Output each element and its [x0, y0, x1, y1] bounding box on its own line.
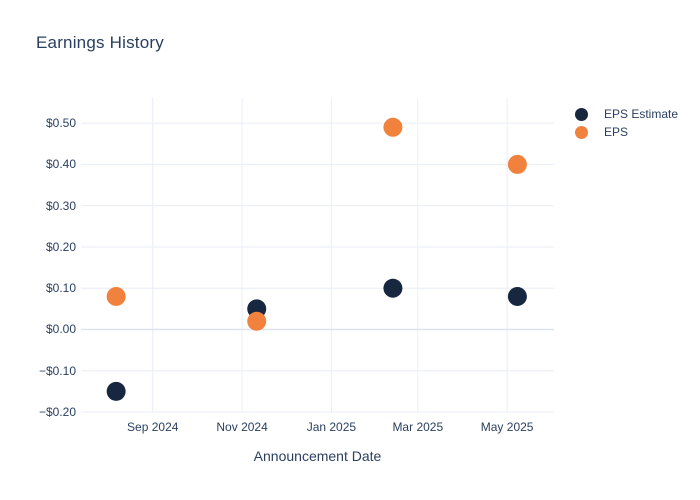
y-tick-label: $0.20 [45, 239, 76, 254]
x-tick-label: Mar 2025 [392, 420, 444, 434]
y-tick-label: −$0.10 [38, 363, 76, 378]
x-tick-label: Nov 2024 [216, 420, 268, 434]
data-point-eps-estimate[interactable] [106, 381, 126, 401]
data-point-eps[interactable] [106, 286, 126, 306]
data-point-eps-estimate[interactable] [507, 286, 527, 306]
y-tick-label: −$0.20 [38, 405, 76, 419]
data-point-eps[interactable] [383, 117, 403, 137]
data-point-eps[interactable] [507, 154, 527, 174]
data-point-eps-estimate[interactable] [383, 278, 403, 298]
legend: EPS Estimate EPS [572, 105, 678, 141]
x-tick-label: Sep 2024 [127, 420, 179, 434]
eps-marker-icon [575, 125, 588, 139]
y-tick-label: $0.40 [45, 157, 76, 172]
eps-estimate-marker-icon [575, 107, 588, 121]
data-point-eps[interactable] [247, 311, 267, 331]
legend-label-eps: EPS [604, 125, 629, 139]
y-tick-label: $0.00 [45, 322, 76, 337]
x-tick-label: Jan 2025 [306, 420, 357, 434]
legend-label-eps-estimate: EPS Estimate [604, 107, 679, 121]
legend-item-eps-estimate[interactable]: EPS Estimate [572, 105, 678, 123]
x-tick-label: May 2025 [480, 420, 534, 434]
x-axis-title: Announcement Date [253, 448, 382, 464]
legend-item-eps[interactable]: EPS [572, 123, 678, 141]
chart-title: Earnings History [36, 33, 164, 52]
y-tick-label: $0.50 [45, 116, 76, 131]
y-tick-label: $0.30 [45, 198, 76, 213]
y-tick-label: $0.10 [45, 281, 76, 296]
